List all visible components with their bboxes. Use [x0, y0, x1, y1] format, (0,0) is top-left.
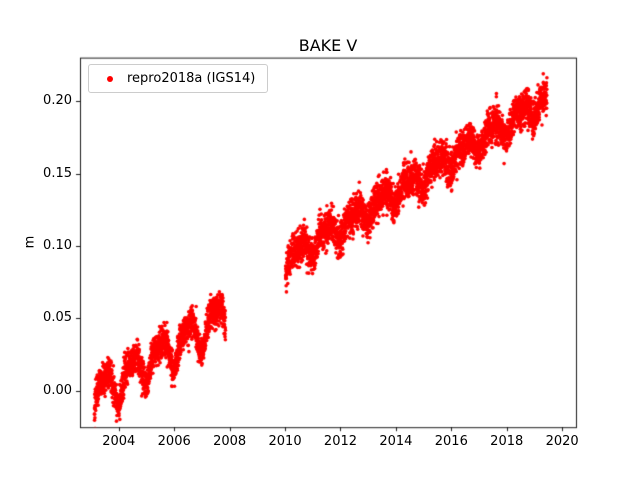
x-tick-label: 2014 [379, 434, 413, 450]
legend: repro2018a (IGS14) [88, 64, 269, 93]
y-tick-label: 0.10 [43, 238, 72, 254]
chart-title: BAKE V [298, 36, 358, 55]
x-tick-label: 2016 [434, 434, 468, 450]
y-tick-label: 0.20 [43, 93, 72, 109]
x-tick-label: 2018 [490, 434, 524, 450]
y-tick-label: 0.15 [43, 165, 72, 181]
x-tick-label: 2012 [323, 434, 358, 450]
x-tick-label: 2006 [157, 434, 191, 450]
x-tick-label: 2004 [102, 434, 136, 450]
x-tick-label: 2008 [213, 434, 247, 450]
y-tick-label: 0.05 [43, 310, 72, 326]
x-tick-label: 2020 [545, 434, 579, 450]
y-tick-label: 0.00 [43, 382, 72, 398]
x-tick-label: 2010 [268, 434, 302, 450]
legend-label: repro2018a (IGS14) [127, 71, 256, 86]
legend-marker-icon [107, 75, 113, 82]
